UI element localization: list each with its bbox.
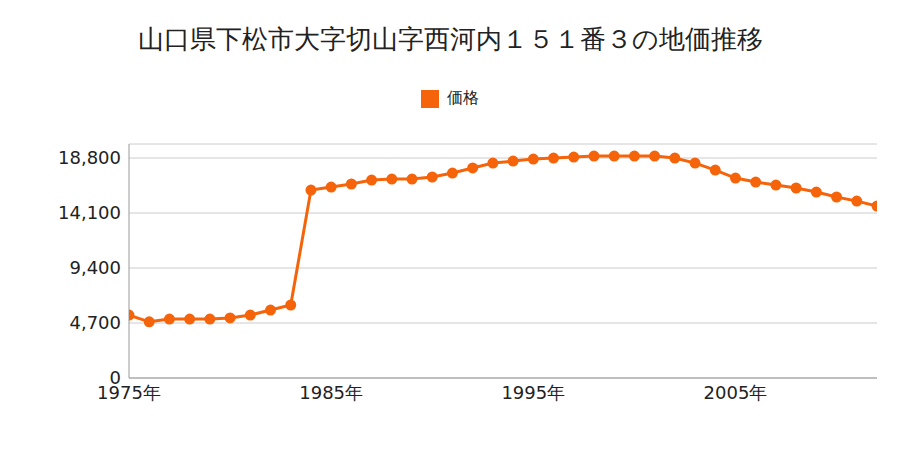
svg-text:2005年: 2005年 [704, 382, 768, 403]
svg-text:9,400: 9,400 [69, 257, 121, 278]
html-text:山口県下松市大字切山字西河内１５１番３の地価推移: 山口県下松市大字切山字西河内１５１番３の地価推移 [137, 24, 763, 54]
svg-text:0: 0 [110, 367, 121, 388]
svg-text:4,700: 4,700 [69, 312, 121, 333]
html-text:価格: 価格 [447, 88, 479, 107]
svg-text:1985年: 1985年 [299, 382, 363, 403]
svg-text:1995年: 1995年 [501, 382, 565, 403]
svg-text:18,800: 18,800 [58, 147, 121, 168]
svg-text:14,100: 14,100 [58, 202, 121, 223]
svg-text:1975年: 1975年 [97, 382, 161, 403]
